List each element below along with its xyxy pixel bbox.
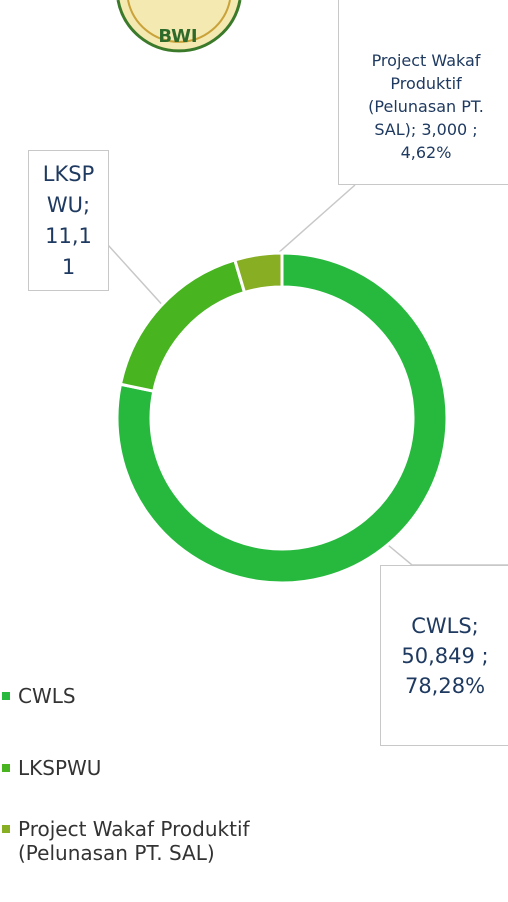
- legend-item: CWLS: [0, 684, 330, 708]
- donut: [115, 251, 449, 585]
- legend-item: Project Wakaf Produktif (Pelunasan PT. S…: [0, 817, 330, 865]
- legend-swatch: [2, 692, 10, 700]
- callout: LKSPWU; 11,11: [28, 150, 109, 291]
- donut-segment: [232, 251, 284, 295]
- legend-swatch: [2, 825, 10, 833]
- donut-segment: [115, 251, 449, 585]
- logo-text: BWI: [158, 26, 197, 47]
- legend-label: CWLS: [18, 684, 76, 708]
- logo-ring: [127, 0, 231, 43]
- data-label: LKSPWU; 11,11: [42, 161, 95, 279]
- data-label: CWLS; 50,849 ; 78,28%: [401, 613, 489, 698]
- legend-swatch: [2, 764, 10, 772]
- legend-label: Project Wakaf Produktif (Pelunasan PT. S…: [18, 817, 250, 865]
- leader-line: [267, 184, 356, 263]
- legend-label: LKSPWU: [18, 756, 102, 780]
- legend-item: LKSPWU: [0, 756, 330, 780]
- callout: Project Wakaf Produktif (Pelunasan PT. S…: [338, 0, 508, 185]
- logo-emblem: [116, 0, 242, 53]
- logo: BWI: [116, 0, 242, 53]
- data-label: Project Wakaf Produktif (Pelunasan PT. S…: [368, 51, 484, 162]
- callout: CWLS; 50,849 ; 78,28%: [380, 565, 508, 746]
